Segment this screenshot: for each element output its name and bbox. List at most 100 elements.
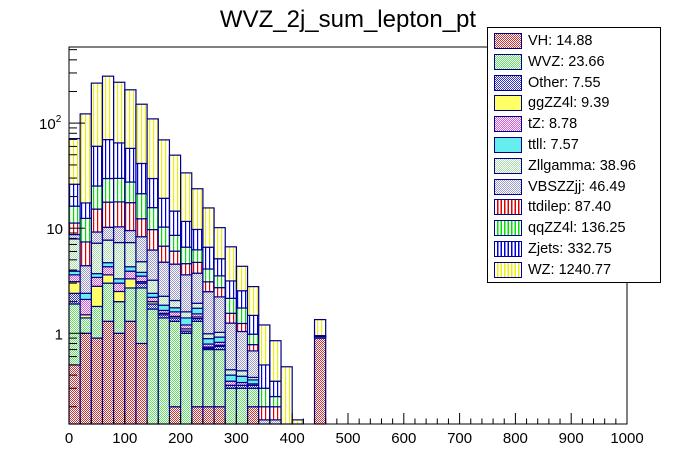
legend-entry-qqzz4l: qqZZ4l: 136.25 bbox=[494, 218, 626, 238]
bar-ttdilep-bin-3 bbox=[101, 201, 115, 228]
legend: VH: 14.88 WVZ: 23.66 Other: 7.55 ggZZ4l: 9.… bbox=[487, 27, 661, 283]
bar-wvz-bin-9 bbox=[168, 320, 182, 408]
bar-qqzz4l-bin-11 bbox=[191, 249, 204, 263]
bar-ttdilep-bin-16 bbox=[246, 344, 260, 352]
bar-wvz-bin-14 bbox=[224, 387, 238, 425]
legend-swatch bbox=[494, 74, 522, 91]
bar-ttdilep-bin-8 bbox=[157, 245, 171, 263]
bar-ttll-bin-10 bbox=[180, 317, 193, 326]
bar-zllgamma-bin-0 bbox=[68, 238, 81, 272]
bar-vbszzjj-bin-9 bbox=[168, 263, 182, 302]
bar-vh-bin-0 bbox=[68, 364, 81, 425]
bar-wz-bin-18 bbox=[269, 340, 282, 382]
bar-zllgamma-bin-15 bbox=[235, 370, 249, 377]
legend-swatch bbox=[494, 157, 522, 174]
bar-vbszzjj-bin-10 bbox=[180, 274, 193, 313]
bar-ttdilep-bin-2 bbox=[90, 208, 104, 233]
bar-zllgamma-bin-3 bbox=[101, 239, 115, 264]
bar-wz-bin-9 bbox=[168, 154, 182, 212]
bar-qqzz4l-bin-3 bbox=[101, 177, 115, 203]
bar-zllgamma-bin-8 bbox=[157, 295, 171, 306]
bar-qqzz4l-bin-10 bbox=[180, 246, 193, 265]
legend-entry-tz: tZ: 8.78 bbox=[494, 114, 577, 134]
y-tick-label: 102 bbox=[39, 114, 62, 133]
legend-entry-vbszzjj: VBSZZjj: 46.49 bbox=[494, 177, 626, 197]
bar-ttll-bin-14 bbox=[224, 374, 238, 382]
bar-zllgamma-bin-6 bbox=[135, 261, 148, 273]
bar-zjets-bin-1 bbox=[79, 202, 92, 219]
legend-entry-wz: WZ: 1240.77 bbox=[494, 260, 611, 280]
bar-wz-bin-2 bbox=[90, 82, 104, 147]
bar-wvz-bin-3 bbox=[101, 282, 115, 322]
bar-ttll-bin-11 bbox=[191, 307, 204, 315]
bar-ttll-bin-12 bbox=[202, 338, 215, 345]
bar-tz-bin-9 bbox=[168, 311, 182, 317]
bar-ggzz4l-bin-5 bbox=[124, 278, 137, 289]
bar-ttdilep-bin-14 bbox=[224, 312, 238, 324]
histogram-bars bbox=[68, 75, 327, 425]
x-tick-label: 300 bbox=[224, 430, 249, 447]
bar-wz-bin-10 bbox=[180, 172, 193, 223]
bar-vh-bin-11 bbox=[191, 406, 204, 425]
legend-label: WVZ: 23.66 bbox=[528, 53, 605, 70]
bar-zllgamma-bin-13 bbox=[213, 331, 226, 338]
bar-qqzz4l-bin-13 bbox=[213, 275, 226, 289]
bar-zllgamma-bin-12 bbox=[202, 333, 215, 340]
bar-zjets-bin-3 bbox=[101, 138, 115, 180]
legend-entry-ggzz4l: ggZZ4l: 9.39 bbox=[494, 93, 609, 113]
bar-ggzz4l-bin-3 bbox=[101, 274, 115, 284]
bar-wvz-bin-6 bbox=[135, 287, 148, 345]
series-other bbox=[68, 282, 327, 389]
bar-vbszzjj-bin-5 bbox=[124, 229, 137, 244]
x-tick-label: 200 bbox=[168, 430, 193, 447]
bar-ttdilep-bin-13 bbox=[213, 287, 226, 298]
bar-wz-bin-0 bbox=[68, 138, 81, 185]
bar-vbszzjj-bin-15 bbox=[235, 330, 249, 372]
bar-zjets-bin-12 bbox=[202, 246, 215, 270]
x-tick-label: 900 bbox=[559, 430, 584, 447]
legend-label: VH: 14.88 bbox=[528, 33, 593, 49]
bar-tz-bin-2 bbox=[90, 276, 104, 287]
bar-tz-bin-4 bbox=[113, 282, 126, 293]
bar-ttdilep-bin-10 bbox=[180, 263, 193, 276]
bar-zjets-bin-6 bbox=[135, 162, 148, 195]
bar-vbszzjj-bin-12 bbox=[202, 291, 215, 335]
bar-wvz-bin-0 bbox=[68, 303, 81, 366]
bar-wz-bin-3 bbox=[101, 75, 115, 141]
bar-ttdilep-bin-6 bbox=[135, 218, 148, 238]
legend-label: Zjets: 332.75 bbox=[528, 241, 612, 257]
bar-qqzz4l-bin-5 bbox=[124, 181, 137, 204]
bar-wvz-bin-11 bbox=[191, 320, 204, 408]
bar-wvz-bin-1 bbox=[79, 317, 92, 334]
bar-wz-bin-15 bbox=[235, 265, 249, 292]
series-wz bbox=[68, 75, 327, 425]
bar-zjets-bin-4 bbox=[113, 142, 126, 179]
bar-ttdilep-bin-9 bbox=[168, 250, 182, 265]
legend-label: ttdilep: 87.40 bbox=[528, 199, 612, 216]
bar-vh-bin-16 bbox=[246, 406, 260, 425]
bar-ttdilep-bin-11 bbox=[191, 261, 204, 274]
bar-zjets-bin-0 bbox=[68, 183, 81, 207]
bar-wz-bin-19 bbox=[280, 366, 293, 425]
bar-qqzz4l-bin-0 bbox=[68, 205, 81, 224]
bar-wz-bin-16 bbox=[246, 286, 260, 316]
legend-label: tZ: 8.78 bbox=[528, 116, 578, 133]
bar-wvz-bin-10 bbox=[180, 332, 193, 425]
bar-vbszzjj-bin-13 bbox=[213, 296, 226, 333]
bar-wvz-bin-12 bbox=[202, 348, 215, 408]
x-tick-label: 600 bbox=[391, 430, 416, 447]
bar-tz-bin-7 bbox=[146, 296, 159, 303]
bar-other-bin-6 bbox=[135, 282, 148, 289]
bar-qqzz4l-bin-2 bbox=[90, 185, 104, 210]
bar-ggzz4l-bin-2 bbox=[90, 285, 104, 308]
bar-zllgamma-bin-7 bbox=[146, 279, 159, 294]
bar-tz-bin-3 bbox=[101, 266, 115, 276]
bar-wvz-bin-15 bbox=[235, 387, 249, 425]
x-tick-label: 0 bbox=[65, 430, 73, 447]
bar-vh-bin-1 bbox=[79, 332, 92, 425]
y-tick-label: 1 bbox=[55, 326, 63, 343]
legend-swatch bbox=[494, 116, 522, 133]
legend-entry-zjets: Zjets: 332.75 bbox=[494, 239, 612, 259]
x-tick-label: 100 bbox=[112, 430, 137, 447]
